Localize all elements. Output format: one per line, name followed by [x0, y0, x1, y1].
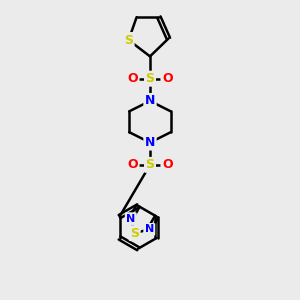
Text: N: N [145, 136, 155, 149]
Text: S: S [130, 227, 139, 240]
Text: N: N [145, 224, 154, 234]
Text: S: S [146, 72, 154, 85]
Text: N: N [145, 94, 155, 107]
Text: O: O [162, 72, 172, 85]
Text: O: O [128, 72, 138, 85]
Text: O: O [162, 158, 172, 171]
Text: S: S [146, 158, 154, 171]
Text: O: O [128, 158, 138, 171]
Text: N: N [126, 214, 135, 224]
Text: S: S [124, 34, 133, 46]
